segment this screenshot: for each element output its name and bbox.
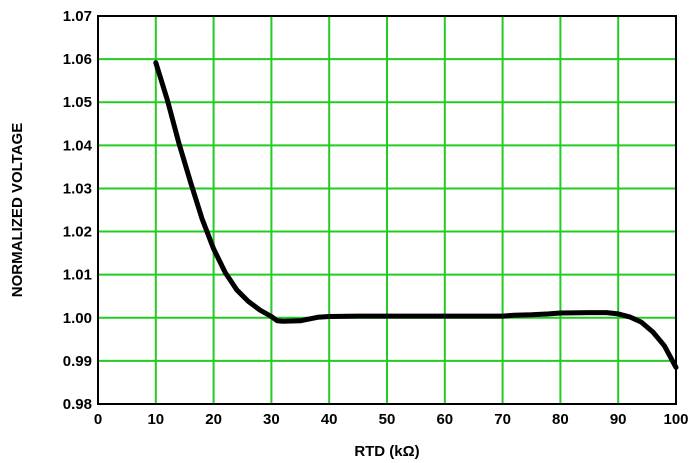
x-tick-label: 50 [379,411,396,428]
y-tick-label: 1.03 [63,180,92,197]
plot-frame [97,15,677,405]
series-line [153,60,679,370]
series-group [153,60,679,370]
y-tick-label: 1.06 [63,51,92,68]
y-tick-label: 1.00 [63,310,92,327]
x-tick-label: 0 [94,411,102,428]
x-tick-label: 30 [263,411,280,428]
y-tick-label: 1.01 [63,267,92,284]
x-tick-label: 60 [436,411,453,428]
x-tick-label: 10 [147,411,164,428]
x-tick-label: 100 [663,411,688,428]
x-tick-label: 40 [321,411,338,428]
y-tick-labels: 1.07 1.06 1.05 1.04 1.03 1.02 1.01 1.00 0.99 0.98 [63,8,93,413]
grid [97,15,677,405]
x-tick-label: 90 [610,411,627,428]
y-tick-label: 0.98 [63,396,92,413]
x-tick-label: 70 [494,411,511,428]
y-tick-label: 1.05 [63,94,92,111]
y-tick-label: 1.02 [63,224,92,241]
y-tick-label: 1.07 [63,8,92,25]
x-tick-label: 80 [552,411,569,428]
x-axis-label: RTD (kΩ) [354,443,419,460]
y-axis-label: NORMALIZED VOLTAGE [9,123,26,297]
y-tick-label: 1.04 [63,137,93,154]
y-tick-label: 0.99 [63,353,92,370]
x-tick-labels: 0 10 20 30 40 50 60 70 80 90 100 [94,411,689,428]
x-tick-label: 20 [205,411,222,428]
